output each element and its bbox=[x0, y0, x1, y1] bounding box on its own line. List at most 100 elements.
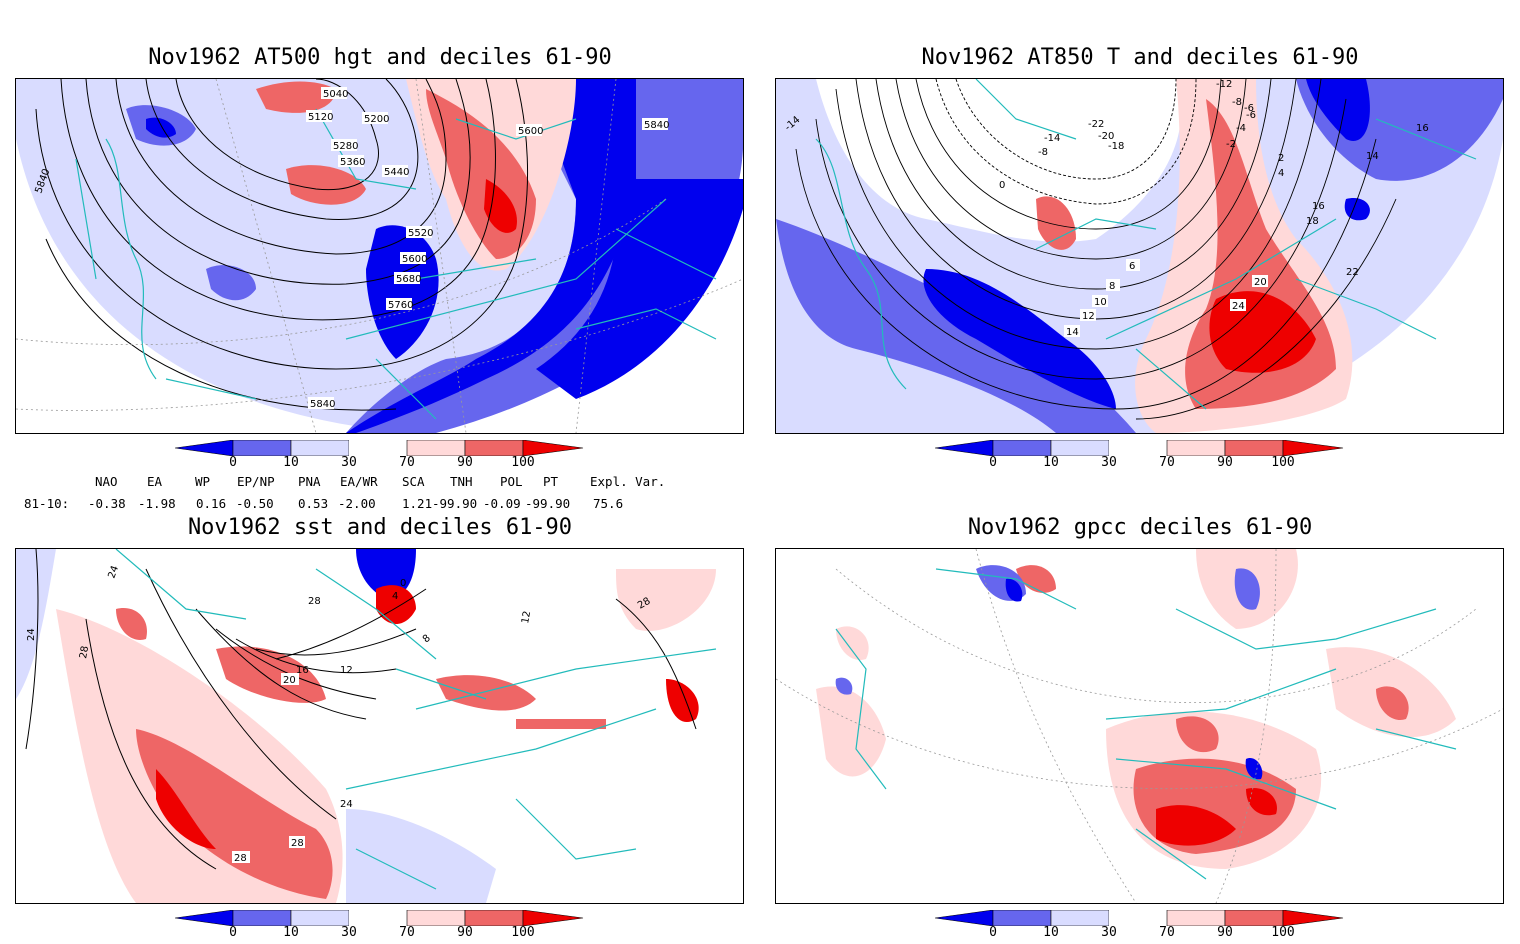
contour-label: -14 bbox=[1044, 133, 1060, 144]
index-value: -99.90 bbox=[525, 496, 571, 511]
colorbar-t850: 0 10 30 70 90 100 bbox=[935, 440, 1355, 474]
indices-table: NAO EA WP EP/NP PNA EA/WR SCA TNH POL PT… bbox=[0, 474, 700, 514]
contour-label: 5760 bbox=[388, 300, 413, 311]
contour-label: 6 bbox=[1129, 261, 1135, 272]
index-value: -0.09 bbox=[483, 496, 521, 511]
index-value: -1.98 bbox=[138, 496, 176, 511]
index-value: 0.16 bbox=[196, 496, 227, 511]
colorbar-label: 0 bbox=[229, 455, 237, 470]
colorbar-label: 0 bbox=[989, 455, 997, 470]
contour-label: 8 bbox=[421, 633, 433, 646]
map-panel-t850: -12 -8 -6 -4 -2 0 2 4 6 8 10 12 14 16 18… bbox=[775, 78, 1504, 434]
map-panel-hgt: 5040 5120 5200 5280 5360 5440 5600 5840 … bbox=[15, 78, 744, 434]
index-header: PNA bbox=[298, 474, 321, 489]
contour-label: -6 bbox=[1246, 110, 1256, 121]
contour-label: 24 bbox=[106, 564, 121, 580]
colorbar-label: 90 bbox=[457, 925, 473, 940]
contour-label: 5840 bbox=[310, 399, 335, 410]
contour-label: -8 bbox=[1038, 147, 1048, 158]
contour-label: 14 bbox=[1066, 327, 1079, 338]
contour-label: 5600 bbox=[402, 254, 427, 265]
colorbar-label: 90 bbox=[1217, 455, 1233, 470]
contour-label: 4 bbox=[392, 591, 398, 602]
contour-label: -20 bbox=[1098, 131, 1114, 142]
contour-label: 18 bbox=[1306, 216, 1319, 227]
index-header: NAO bbox=[95, 474, 118, 489]
colorbar-label: 10 bbox=[283, 455, 299, 470]
index-value: -2.00 bbox=[338, 496, 376, 511]
contour-label: 12 bbox=[340, 665, 353, 676]
contour-label: 16 bbox=[1312, 201, 1325, 212]
colorbar-label: 0 bbox=[229, 925, 237, 940]
contour-label: 5040 bbox=[323, 89, 348, 100]
contour-label: -12 bbox=[1216, 79, 1232, 90]
index-header: POL bbox=[500, 474, 523, 489]
colorbar-label: 70 bbox=[1159, 925, 1175, 940]
index-row-label: 81-10: bbox=[24, 496, 70, 511]
contour-label: 5200 bbox=[364, 114, 389, 125]
contour-label: 5840 bbox=[644, 120, 669, 131]
contour-label: 5280 bbox=[333, 141, 358, 152]
contour-label: 5120 bbox=[308, 112, 333, 123]
map-gpcc bbox=[776, 549, 1503, 903]
colorbar-label: 10 bbox=[283, 925, 299, 940]
contour-label: 24 bbox=[26, 628, 37, 641]
colorbar-swatches bbox=[935, 440, 1344, 456]
index-value: 75.6 bbox=[593, 496, 624, 511]
colorbar-label: 90 bbox=[1217, 925, 1233, 940]
contour-label: -2 bbox=[1226, 139, 1236, 150]
panel-title-sst: Nov1962 sst and deciles 61-90 bbox=[187, 515, 573, 540]
index-value: 1.21 bbox=[402, 496, 433, 511]
index-header: PT bbox=[543, 474, 559, 489]
colorbar-label: 10 bbox=[1043, 455, 1059, 470]
index-header: EA bbox=[147, 474, 163, 489]
colorbar-label: 10 bbox=[1043, 925, 1059, 940]
contour-label: 22 bbox=[1346, 267, 1359, 278]
colorbar-swatches bbox=[175, 910, 584, 926]
contour-label: 16 bbox=[1416, 123, 1429, 134]
contour-label: 10 bbox=[1094, 297, 1107, 308]
contour-label: 5440 bbox=[384, 167, 409, 178]
index-value: -99.90 bbox=[432, 496, 478, 511]
colorbar-label: 30 bbox=[1101, 925, 1117, 940]
contour-label: -18 bbox=[1108, 141, 1124, 152]
contour-label: 28 bbox=[291, 838, 304, 849]
index-header: TNH bbox=[450, 474, 473, 489]
colorbar-hgt: 0 10 30 70 90 100 bbox=[175, 440, 595, 474]
colorbar-label: 100 bbox=[1271, 455, 1295, 470]
contour-label: 5680 bbox=[396, 274, 421, 285]
contour-label: 28 bbox=[234, 853, 247, 864]
contour-label: 5520 bbox=[408, 228, 433, 239]
index-header: EP/NP bbox=[237, 474, 275, 489]
contour-label: 0 bbox=[400, 578, 406, 589]
map-sst: 24 28 28 24 0 4 8 12 16 20 28 24 28 28 1… bbox=[16, 549, 717, 903]
colorbar-label: 100 bbox=[1271, 925, 1295, 940]
index-header: WP bbox=[195, 474, 211, 489]
contour-label: 16 bbox=[296, 665, 309, 676]
contour-label: 4 bbox=[1278, 168, 1284, 179]
index-header: EA/WR bbox=[340, 474, 378, 489]
contour-label: 2 bbox=[1278, 153, 1284, 164]
index-header: Expl. Var. bbox=[590, 474, 666, 489]
contour-label: 24 bbox=[1232, 301, 1245, 312]
colorbar-sst: 0 10 30 70 90 100 bbox=[175, 910, 595, 944]
colorbar-label: 30 bbox=[341, 455, 357, 470]
colorbar-swatches bbox=[175, 440, 584, 456]
contour-label: -22 bbox=[1088, 119, 1104, 130]
colorbar-label: 70 bbox=[399, 925, 415, 940]
panel-title-hgt: Nov1962 AT500 hgt and deciles 61-90 bbox=[148, 45, 612, 70]
map-hgt: 5040 5120 5200 5280 5360 5440 5600 5840 … bbox=[16, 79, 743, 433]
colorbar-label: 30 bbox=[341, 925, 357, 940]
contour-label: 12 bbox=[520, 610, 533, 624]
contour-label: 20 bbox=[1254, 277, 1267, 288]
colorbar-label: 30 bbox=[1101, 455, 1117, 470]
colorbar-swatches bbox=[935, 910, 1344, 926]
map-t850: -12 -8 -6 -4 -2 0 2 4 6 8 10 12 14 16 18… bbox=[776, 79, 1503, 433]
colorbar-label: 70 bbox=[399, 455, 415, 470]
index-header: SCA bbox=[402, 474, 425, 489]
colorbar-label: 90 bbox=[457, 455, 473, 470]
contour-label: 14 bbox=[1366, 151, 1379, 162]
contour-label: 28 bbox=[308, 596, 321, 607]
contour-label: -6 bbox=[1244, 103, 1254, 114]
index-value: 0.53 bbox=[298, 496, 329, 511]
